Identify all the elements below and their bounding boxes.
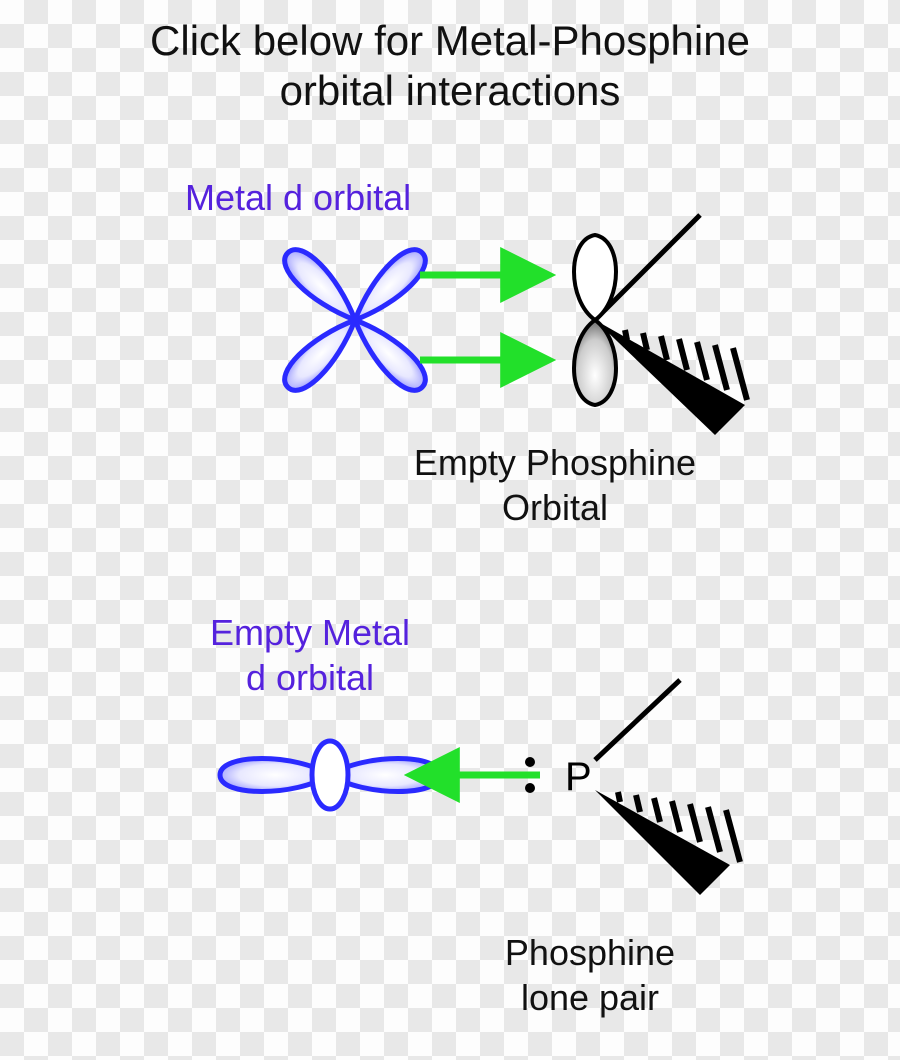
empty-metal-d-label-line1: Empty Metal <box>210 612 410 653</box>
empty-metal-d-orbital-icon <box>220 741 440 809</box>
metal-d-orbital-icon <box>277 242 433 398</box>
phosphine-bonds-icon <box>595 680 740 895</box>
lone-pair-dot <box>525 757 535 767</box>
empty-phosphine-label-line2: Orbital <box>502 487 608 528</box>
phosphine-lone-pair-label-line2: lone pair <box>521 977 659 1018</box>
metal-d-orbital-label: Metal d orbital <box>185 177 411 218</box>
phosphine-empty-orbital-icon <box>574 215 747 435</box>
title-line2: orbital interactions <box>280 67 621 114</box>
lone-pair-dot <box>525 783 535 793</box>
empty-phosphine-label-line1: Empty Phosphine <box>414 442 696 483</box>
empty-metal-d-label-line2: d orbital <box>246 657 374 698</box>
phosphorus-symbol: P <box>565 755 592 799</box>
title-line1: Click below for Metal-Phosphine <box>150 17 750 64</box>
diagram-stage: Click below for Metal-Phosphine orbital … <box>0 0 900 1060</box>
phosphine-lone-pair-label-line1: Phosphine <box>505 932 675 973</box>
